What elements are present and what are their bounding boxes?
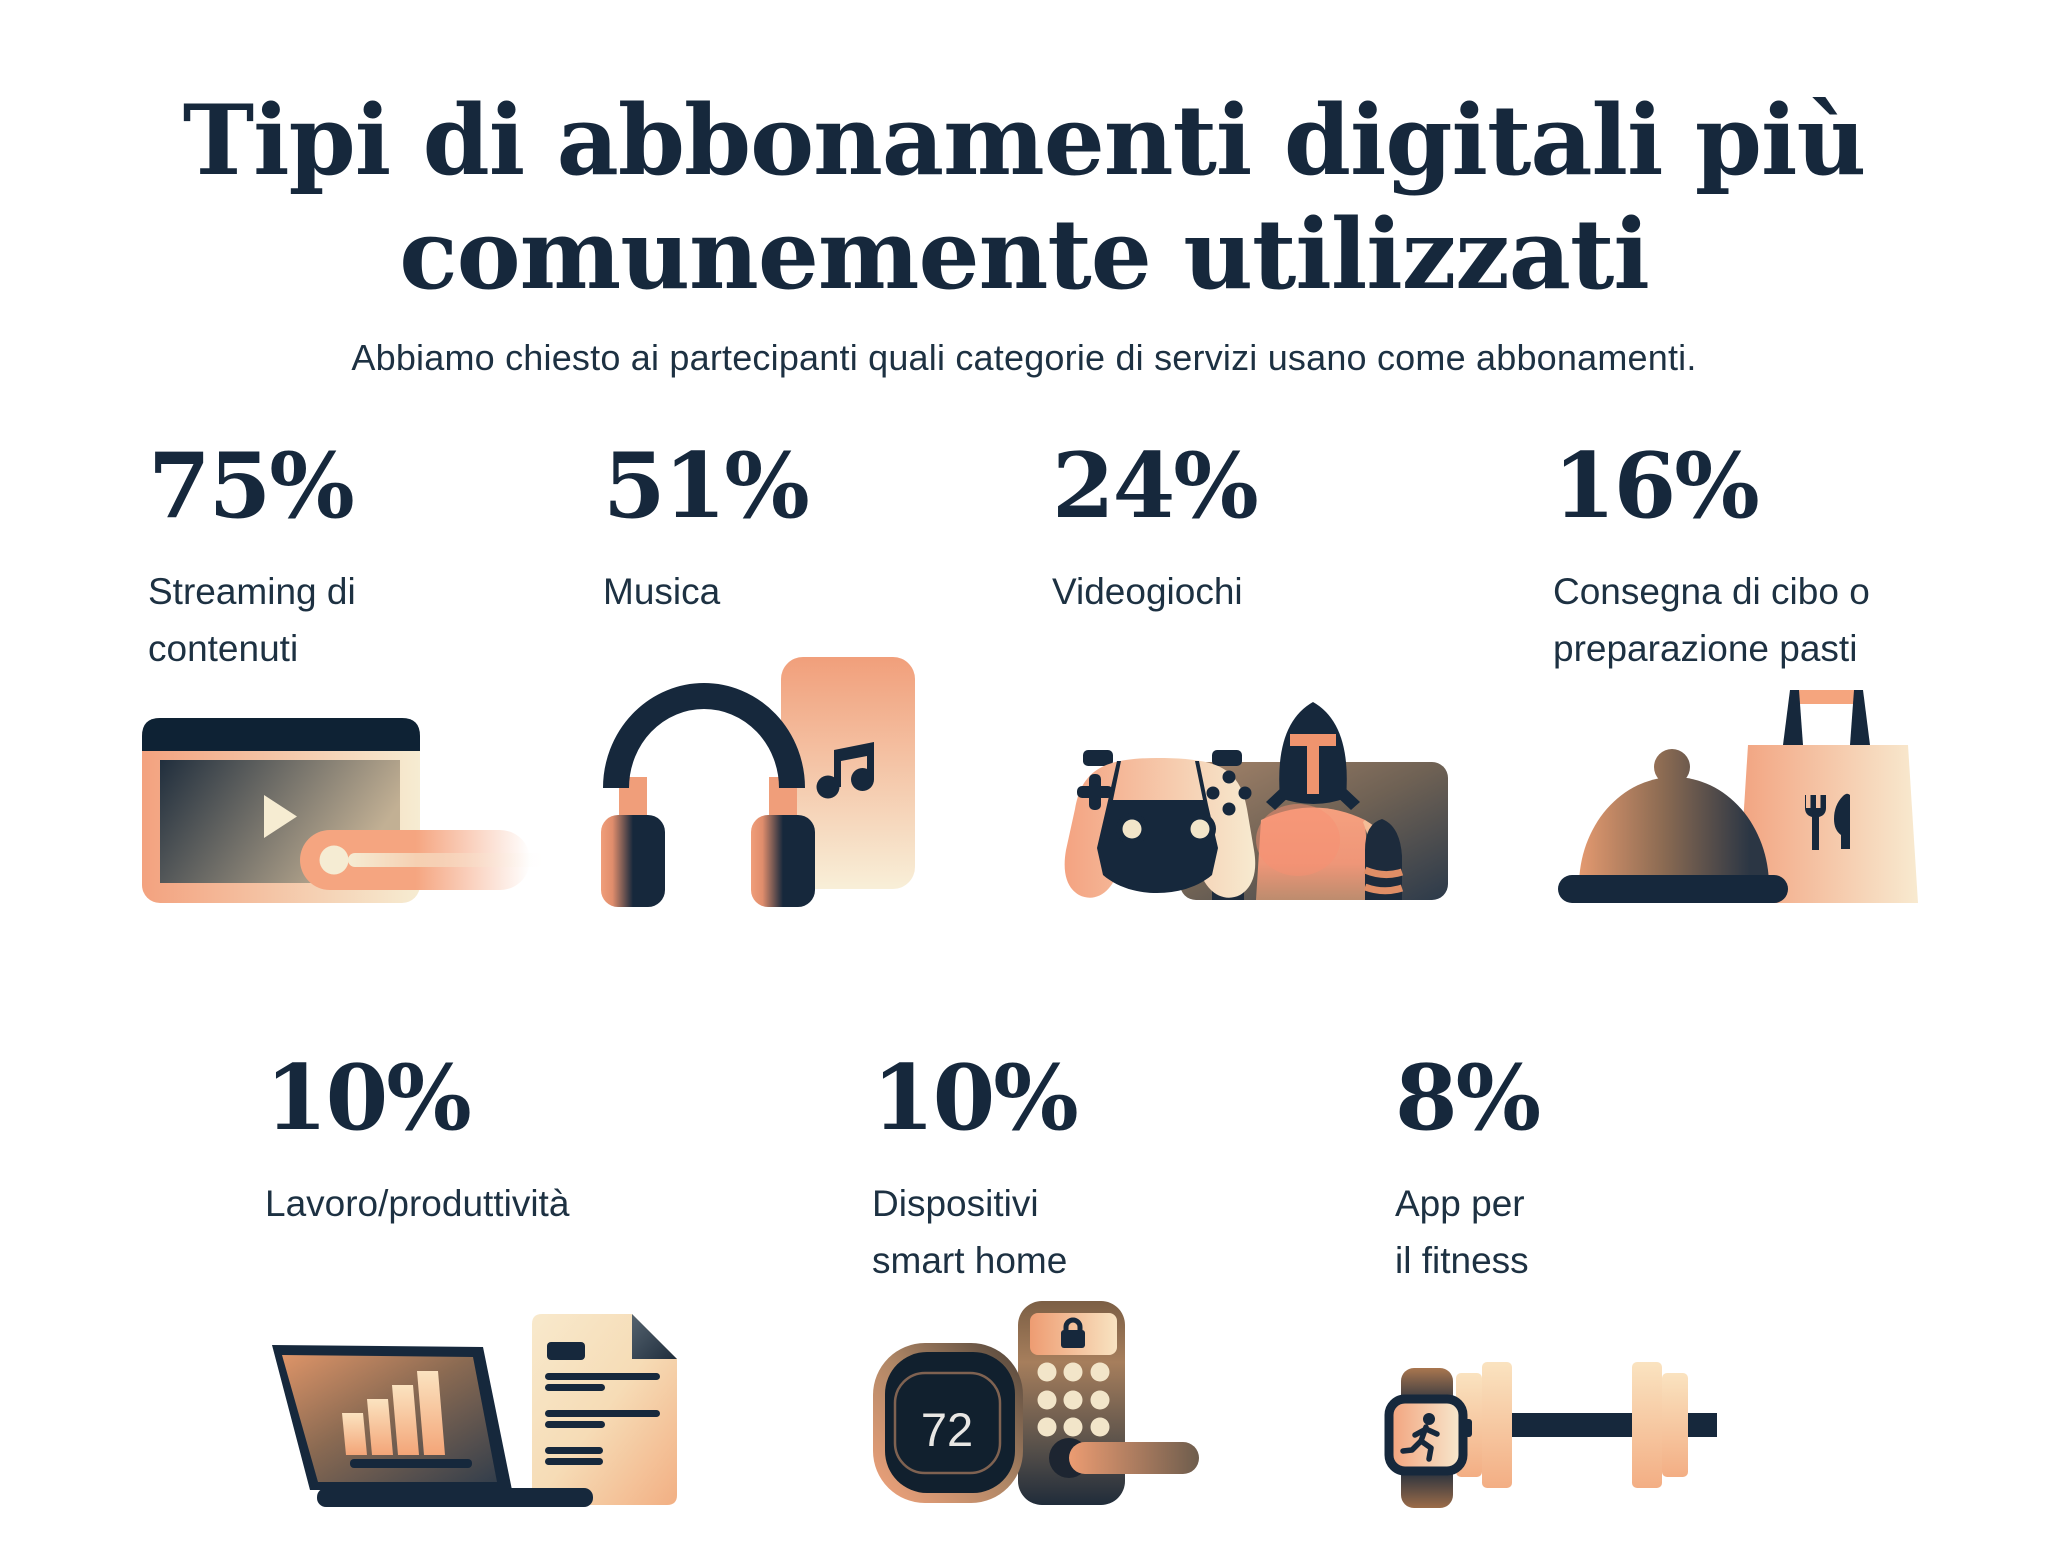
folded-corner bbox=[632, 1314, 677, 1359]
stat-smart-home: 10% Dispositivi smart home bbox=[872, 1045, 1079, 1290]
laptop-base bbox=[317, 1488, 593, 1507]
content-streaming-icon bbox=[142, 718, 547, 904]
stat-label: Musica bbox=[603, 571, 721, 612]
stat-label: Consegna di cibo o preparazione pasti bbox=[1553, 571, 1870, 670]
stat-value: 75% bbox=[148, 433, 355, 539]
stat-value: 24% bbox=[1052, 433, 1259, 539]
play-icon bbox=[264, 795, 297, 838]
smart-home-icon: 72 bbox=[863, 1300, 1199, 1508]
progress-knob bbox=[319, 845, 349, 875]
stat-label: Videogiochi bbox=[1052, 571, 1243, 612]
music-icon bbox=[601, 657, 915, 907]
game-controller bbox=[1064, 750, 1256, 898]
bar-chart-icon bbox=[342, 1371, 445, 1455]
runner-icon bbox=[1400, 1413, 1440, 1462]
music-note-icon bbox=[816, 742, 874, 799]
stat-music: 51% Musica bbox=[603, 433, 810, 620]
dumbbell-icon bbox=[1456, 1362, 1717, 1488]
controller-dpad bbox=[1077, 774, 1113, 810]
controller-touchpad bbox=[1113, 761, 1203, 800]
headphone-band bbox=[603, 683, 805, 789]
stat-label: Dispositivi smart home bbox=[872, 1183, 1068, 1282]
headphone-cup-right bbox=[751, 815, 815, 907]
stat-video-games: 24% Videogiochi bbox=[1052, 433, 1259, 620]
page-title: Tipi di abbonamenti digitali più comunem… bbox=[182, 84, 1867, 311]
stat-label: Streaming di contenuti bbox=[148, 571, 356, 670]
knight-visor bbox=[1290, 734, 1336, 794]
controller-buttons bbox=[1206, 770, 1252, 816]
stat-content-streaming: 75% Streaming di contenuti bbox=[148, 441, 356, 678]
video-window-titlebar bbox=[142, 718, 420, 751]
laptop bbox=[272, 1345, 593, 1507]
fitness-apps-icon bbox=[1384, 1362, 1717, 1509]
page-subtitle: Abbiamo chiesto ai partecipanti quali ca… bbox=[351, 337, 1697, 378]
lock-icon bbox=[1061, 1317, 1085, 1348]
takeout-bag bbox=[1738, 690, 1918, 903]
thermostat: 72 bbox=[873, 1343, 1023, 1503]
fork-knife-icon bbox=[1805, 793, 1850, 850]
thermostat-display: 72 bbox=[921, 1403, 973, 1456]
knight-character bbox=[1210, 702, 1404, 900]
document-text-lines bbox=[545, 1342, 660, 1465]
stat-work-productivity: 10% Lavoro/produttività bbox=[265, 1053, 569, 1232]
video-games-icon bbox=[1060, 698, 1450, 904]
food-delivery-icon bbox=[1558, 688, 1918, 905]
work-productivity-icon bbox=[268, 1312, 683, 1508]
headphone-cup-left bbox=[601, 815, 665, 907]
controller-thumbsticks bbox=[1116, 813, 1216, 845]
stat-food-delivery: 16% Consegna di cibo o preparazione past… bbox=[1553, 441, 1870, 678]
stat-value: 8% bbox=[1395, 1045, 1541, 1151]
stat-value: 10% bbox=[265, 1045, 472, 1151]
stat-label: Lavoro/produttività bbox=[265, 1183, 570, 1224]
stat-value: 16% bbox=[1553, 433, 1760, 539]
keypad-dots bbox=[1037, 1362, 1110, 1437]
stat-value: 51% bbox=[603, 433, 810, 539]
progress-track bbox=[348, 853, 544, 867]
smartwatch bbox=[1384, 1368, 1472, 1508]
document bbox=[532, 1314, 677, 1505]
smart-lock bbox=[1018, 1301, 1199, 1505]
door-handle bbox=[1069, 1442, 1199, 1474]
cloche-icon bbox=[1558, 749, 1788, 903]
stat-value: 10% bbox=[872, 1045, 1079, 1151]
stat-label: App per il fitness bbox=[1395, 1183, 1529, 1282]
stat-fitness-apps: 8% App per il fitness bbox=[1395, 1045, 1541, 1290]
